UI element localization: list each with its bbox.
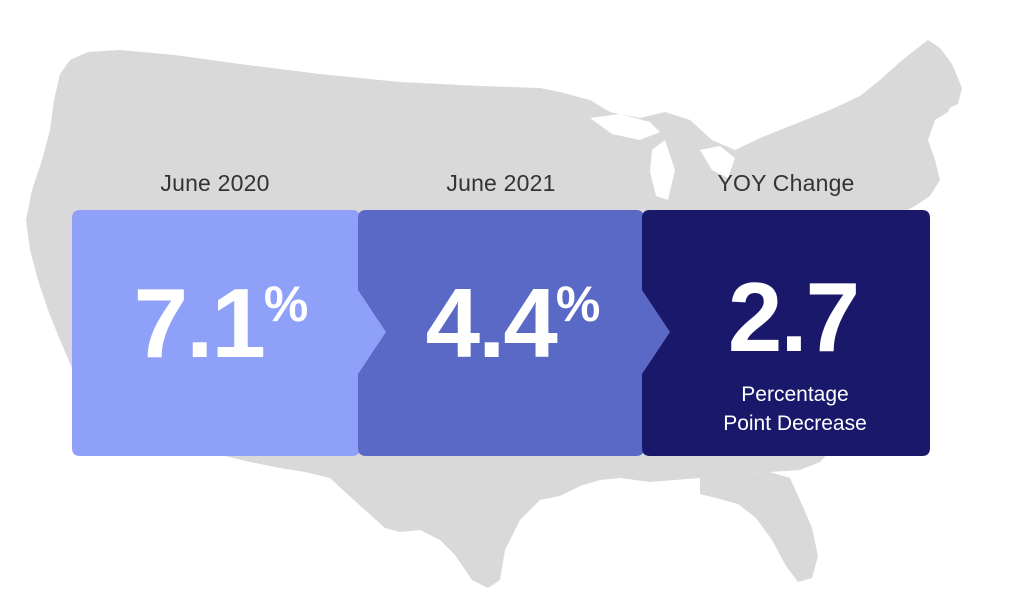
value-yoy-change: 2.7: [650, 262, 936, 372]
great-lakes-shape: [590, 114, 735, 200]
value-june-2020-unit: %: [263, 276, 309, 332]
value-yoy-change-number: 2.7: [727, 262, 860, 372]
panel-yoy-change: [642, 210, 930, 456]
value-june-2020: 7.1%: [78, 268, 364, 378]
yoy-caption: Percentage Point Decrease: [652, 380, 938, 438]
label-june-2021: June 2021: [446, 170, 556, 196]
label-yoy-change: YOY Change: [717, 170, 855, 196]
yoy-caption-line2: Point Decrease: [723, 412, 867, 435]
panel-june-2020: [72, 210, 388, 456]
florida-shape: [700, 472, 818, 582]
value-june-2020-number: 7.1: [133, 268, 266, 378]
value-june-2021: 4.4%: [370, 268, 656, 378]
yoy-caption-line1: Percentage: [741, 383, 849, 406]
value-june-2021-number: 4.4: [425, 268, 558, 378]
panel-june-2021: [358, 210, 672, 456]
label-june-2020: June 2020: [160, 170, 270, 196]
new-england-shape: [915, 40, 962, 110]
value-june-2021-unit: %: [555, 276, 601, 332]
